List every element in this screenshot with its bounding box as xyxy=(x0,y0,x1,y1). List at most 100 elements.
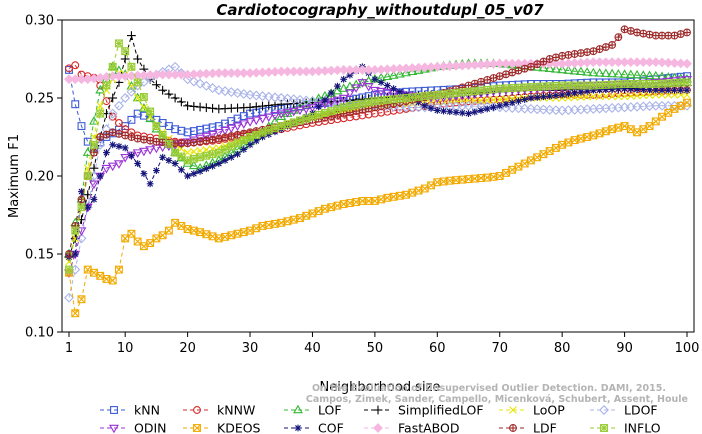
data-point xyxy=(570,50,579,58)
data-point xyxy=(632,69,643,79)
data-point xyxy=(264,126,273,135)
data-point xyxy=(188,160,199,170)
watermark-line-2: On the Evaluation of Unsupervised Outlie… xyxy=(312,383,666,394)
data-point xyxy=(408,93,417,102)
data-point xyxy=(138,147,149,157)
data-point xyxy=(146,180,154,188)
data-point xyxy=(103,149,110,156)
data-point xyxy=(521,96,529,103)
data-point xyxy=(483,85,492,94)
data-point xyxy=(127,31,136,40)
data-point xyxy=(650,57,661,68)
data-point xyxy=(293,404,303,414)
data-point xyxy=(128,152,135,160)
data-point xyxy=(639,91,648,100)
data-point xyxy=(445,89,454,98)
data-point xyxy=(77,295,86,304)
data-point xyxy=(226,124,237,134)
data-point xyxy=(120,93,131,103)
data-point xyxy=(196,125,205,134)
legend-label: ODIN xyxy=(134,421,167,434)
data-point xyxy=(257,115,268,124)
data-point xyxy=(121,234,130,243)
data-point xyxy=(126,86,137,97)
data-point xyxy=(489,85,498,94)
data-point xyxy=(351,79,362,89)
y-axis: 0.10 0.15 0.20 0.25 0.30 xyxy=(25,14,62,341)
data-point xyxy=(82,147,93,156)
data-point xyxy=(477,107,485,114)
data-point xyxy=(213,129,224,138)
data-point xyxy=(277,122,286,131)
data-point xyxy=(245,118,255,127)
data-point xyxy=(139,242,148,251)
data-point xyxy=(282,109,293,118)
legend-label: COF xyxy=(318,421,344,434)
data-point xyxy=(308,112,317,121)
x-tick-label: 50 xyxy=(367,341,384,356)
data-point xyxy=(251,102,261,112)
data-point xyxy=(558,51,567,60)
data-point xyxy=(139,93,148,101)
data-point xyxy=(245,89,256,100)
series-inflo xyxy=(65,39,691,274)
data-point xyxy=(675,58,686,69)
data-point xyxy=(171,125,180,134)
data-point xyxy=(558,81,567,90)
data-point xyxy=(208,123,217,132)
data-point xyxy=(470,97,479,105)
data-point xyxy=(320,204,329,213)
data-point xyxy=(569,65,580,75)
data-point xyxy=(64,292,74,303)
data-point xyxy=(320,109,329,117)
data-point xyxy=(164,89,174,99)
data-point xyxy=(183,139,192,148)
data-point xyxy=(164,226,173,235)
data-point xyxy=(526,83,535,92)
data-point xyxy=(182,74,193,85)
data-point xyxy=(189,102,199,111)
data-point xyxy=(264,101,274,110)
data-point xyxy=(177,126,186,135)
data-point xyxy=(377,96,386,105)
data-point xyxy=(582,67,593,76)
data-point xyxy=(370,97,379,106)
data-point xyxy=(263,91,274,102)
data-point xyxy=(208,135,217,144)
data-point xyxy=(358,99,367,108)
data-point xyxy=(344,81,355,91)
data-point xyxy=(133,237,142,246)
data-point xyxy=(507,103,518,113)
data-point xyxy=(145,146,156,155)
data-point xyxy=(282,93,293,104)
data-point xyxy=(288,94,299,105)
data-point xyxy=(121,47,130,56)
legend-label: FastABOD xyxy=(398,421,460,434)
data-point xyxy=(583,48,592,57)
data-point xyxy=(383,95,392,104)
data-point xyxy=(538,62,549,72)
data-point xyxy=(509,406,517,414)
data-point xyxy=(158,85,168,95)
data-point xyxy=(283,120,292,129)
data-point xyxy=(471,108,479,116)
data-point xyxy=(301,95,312,106)
data-point xyxy=(121,144,129,152)
data-point xyxy=(302,114,311,123)
data-point xyxy=(576,81,585,90)
plot-frame xyxy=(61,19,695,333)
data-point xyxy=(114,119,123,127)
data-point xyxy=(196,167,204,175)
data-point xyxy=(65,250,73,258)
data-point xyxy=(315,103,323,111)
data-point xyxy=(373,423,383,433)
x-tick-label: 40 xyxy=(304,341,321,356)
data-point xyxy=(508,165,517,174)
data-point xyxy=(294,424,302,432)
data-point xyxy=(496,102,504,110)
data-point xyxy=(489,172,498,181)
x-axis: 1 10 20 30 40 50 60 70 80 90 100 xyxy=(65,332,700,356)
data-point xyxy=(196,146,204,155)
data-point xyxy=(307,104,318,113)
x-tick-label: 100 xyxy=(675,341,700,356)
